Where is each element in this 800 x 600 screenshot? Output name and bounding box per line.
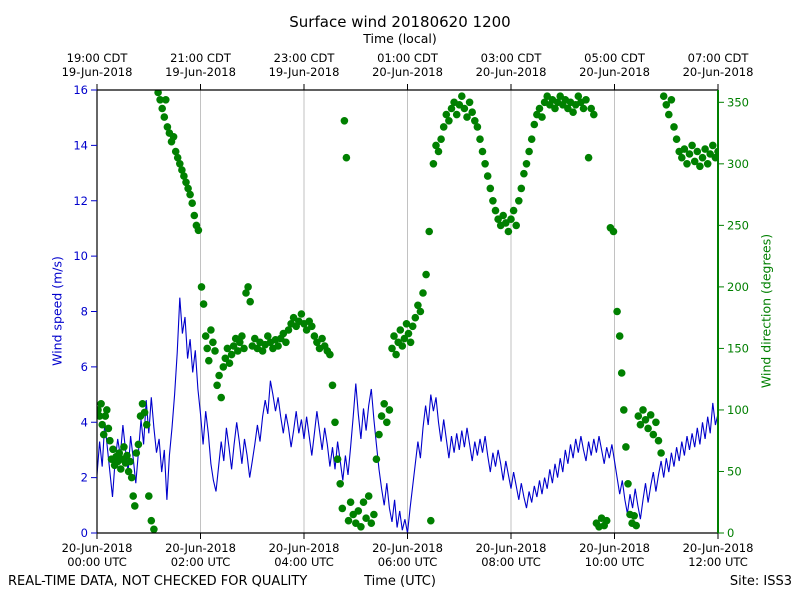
chart-title: Surface wind 20180620 1200 — [289, 13, 511, 31]
wind-direction-tick-label: 250 — [727, 218, 749, 232]
wind-speed-tick-label: 4 — [81, 415, 88, 429]
wind-speed-line — [97, 297, 718, 533]
x-tick-time-utc: 02:00 UTC — [171, 555, 231, 569]
x-tick-date-local: 20-Jun-2018 — [476, 65, 547, 79]
x-tick-date-local: 19-Jun-2018 — [269, 65, 340, 79]
wind-direction-tick-label: 350 — [727, 95, 749, 109]
x-tick-date-local: 20-Jun-2018 — [683, 65, 754, 79]
x-tick-date: 20-Jun-2018 — [579, 541, 650, 555]
wind-speed-tick-label: 10 — [73, 249, 88, 263]
right-axis-ticks: 0 50 100 150 200 250 300 350 — [718, 95, 749, 540]
wind-direction-tick-label: 0 — [727, 526, 734, 540]
realtime-disclaimer: REAL-TIME DATA, NOT CHECKED FOR QUALITY — [8, 574, 308, 589]
x-tick-time-local: 07:00 CDT — [688, 51, 750, 65]
site-label: Site: ISS3 — [729, 574, 792, 589]
wind-speed-tick-label: 12 — [73, 194, 88, 208]
wind-direction-tick-label: 100 — [727, 403, 749, 417]
x-tick-date: 20-Jun-2018 — [62, 541, 133, 555]
x-tick-time-local: 01:00 CDT — [377, 51, 439, 65]
x-tick-time-local: 05:00 CDT — [584, 51, 646, 65]
x-tick-date: 20-Jun-2018 — [165, 541, 236, 555]
wind-speed-tick-label: 8 — [81, 305, 88, 319]
x-tick-time-local: 19:00 CDT — [67, 51, 129, 65]
left-axis-title: Wind speed (m/s) — [49, 256, 65, 366]
x-tick-date: 20-Jun-2018 — [269, 541, 340, 555]
wind-speed-tick-label: 0 — [81, 526, 88, 540]
x-tick-time-utc: 12:00 UTC — [688, 555, 748, 569]
x-tick-time-local: 21:00 CDT — [170, 51, 232, 65]
left-axis-ticks: 0 2 4 6 8 10 12 14 16 — [73, 83, 97, 540]
wind-direction-points — [97, 90, 718, 533]
wind-speed-tick-label: 14 — [73, 138, 88, 152]
wind-speed-tick-label: 16 — [73, 83, 88, 97]
x-tick-time-local: 23:00 CDT — [274, 51, 336, 65]
x-tick-date: 20-Jun-2018 — [372, 541, 443, 555]
bottom-axis-label: Time (UTC) — [364, 574, 436, 589]
grid-lines — [96, 90, 719, 533]
x-tick-date-local: 20-Jun-2018 — [372, 65, 443, 79]
x-tick-time-utc: 08:00 UTC — [481, 555, 541, 569]
wind-direction-tick-label: 300 — [727, 157, 749, 171]
x-tick-date-local: 20-Jun-2018 — [579, 65, 650, 79]
x-tick-time-local: 03:00 CDT — [481, 51, 543, 65]
x-tick-time-utc: 00:00 UTC — [67, 555, 127, 569]
x-tick-date: 20-Jun-2018 — [476, 541, 547, 555]
wind-direction-tick-label: 150 — [727, 341, 749, 355]
x-tick-time-utc: 10:00 UTC — [585, 555, 645, 569]
wind-direction-tick-label: 50 — [727, 464, 742, 478]
x-tick-date: 20-Jun-2018 — [683, 541, 754, 555]
x-tick-time-utc: 04:00 UTC — [274, 555, 334, 569]
top-axis-label: Time (local) — [363, 31, 437, 46]
x-tick-date-local: 19-Jun-2018 — [62, 65, 133, 79]
x-tick-time-utc: 06:00 UTC — [378, 555, 438, 569]
wind-direction-tick-label: 200 — [727, 280, 749, 294]
x-tick-date-local: 19-Jun-2018 — [165, 65, 236, 79]
wind-speed-tick-label: 2 — [81, 471, 88, 485]
right-axis-title: Wind direction (degrees) — [758, 233, 774, 389]
wind-speed-tick-label: 6 — [81, 360, 88, 374]
